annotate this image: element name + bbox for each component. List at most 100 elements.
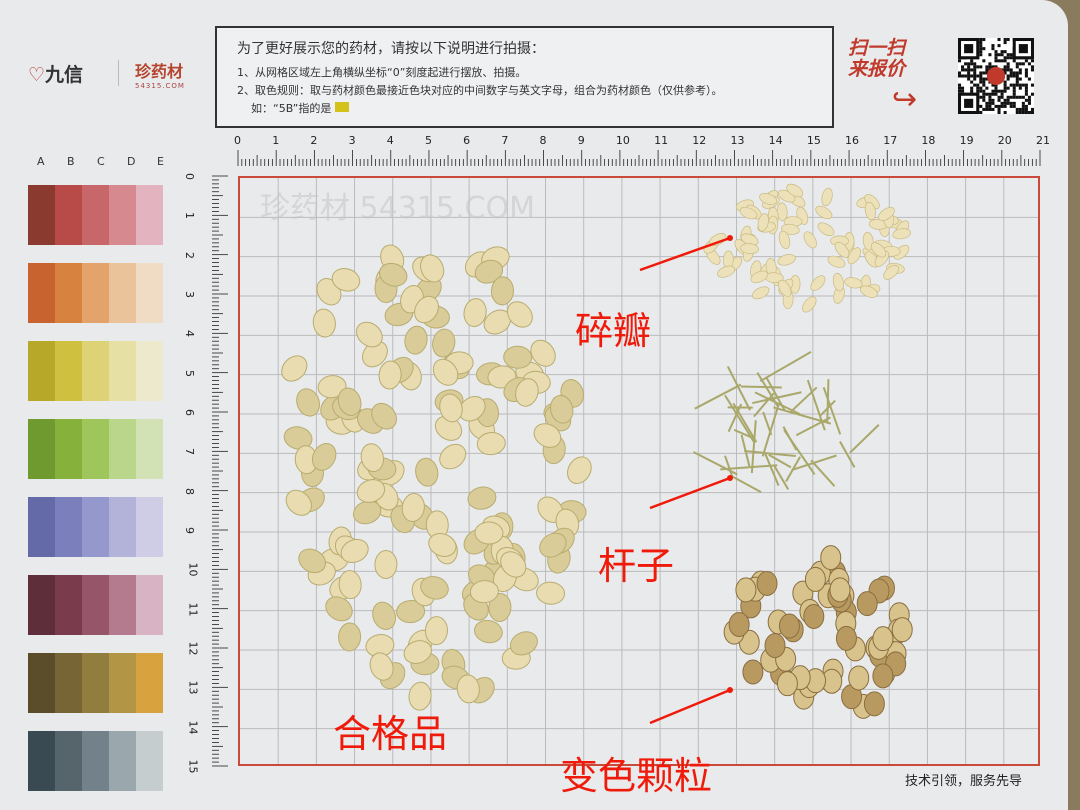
- color-swatch: [82, 653, 109, 713]
- annotation-arrow: [639, 236, 731, 272]
- broken-petal: [847, 247, 862, 265]
- stem: [756, 372, 779, 407]
- color-swatch: [55, 497, 82, 557]
- stem: [822, 387, 842, 435]
- broken-petal: [878, 207, 895, 221]
- y-ruler-label: 6: [183, 409, 196, 416]
- stem: [724, 455, 734, 478]
- color-swatch: [109, 185, 136, 245]
- jasmine-bud: [567, 456, 592, 484]
- broken-petal: [803, 231, 817, 249]
- discolored-bud: [835, 625, 857, 651]
- stem: [694, 383, 742, 410]
- color-swatch: [82, 185, 109, 245]
- broken-petal: [739, 206, 758, 220]
- broken-petal: [802, 296, 817, 313]
- jasmine-bud: [298, 548, 326, 574]
- x-ruler-label: 16: [845, 134, 860, 147]
- broken-petal: [859, 285, 878, 298]
- stem: [795, 416, 831, 437]
- color-swatch: [136, 575, 163, 635]
- color-swatch: [109, 419, 136, 479]
- jasmine-bud: [536, 581, 566, 605]
- broken-petal: [740, 243, 759, 255]
- instruction-example: 如：“5B”指的是: [251, 100, 349, 116]
- broken-petal: [750, 270, 769, 284]
- discolored-bud: [778, 613, 800, 639]
- x-ruler-label: 2: [310, 134, 318, 147]
- jasmine-bud: [539, 532, 567, 558]
- jasmine-bud: [352, 500, 382, 525]
- discolored-bud: [803, 603, 825, 629]
- discolored-bud: [742, 659, 764, 685]
- jasmine-bud: [408, 681, 432, 711]
- color-swatch: [109, 731, 136, 791]
- broken-petal: [862, 231, 874, 251]
- y-ruler-label: 2: [183, 251, 196, 259]
- stem: [731, 475, 762, 494]
- stem: [839, 441, 856, 468]
- broken-petal: [752, 286, 770, 300]
- x-ruler-label: 15: [806, 134, 821, 147]
- color-swatch: [109, 341, 136, 401]
- stem: [750, 420, 757, 474]
- broken-petal: [832, 272, 844, 292]
- jasmine-bud: [401, 493, 425, 522]
- jasmine-bud: [432, 328, 456, 358]
- color-swatch: [136, 263, 163, 323]
- jasmine-bud: [533, 423, 562, 448]
- jasmine-bud: [356, 321, 383, 348]
- jasmine-bud: [337, 387, 362, 416]
- jasmine-bud: [432, 358, 459, 386]
- jasmine-bud: [378, 360, 402, 390]
- stem: [789, 386, 818, 413]
- y-ruler-label: 15: [186, 759, 200, 774]
- jasmine-bud: [338, 622, 362, 652]
- jasmine-bud: [371, 402, 397, 430]
- discolored-bud: [804, 566, 826, 592]
- jasmine-bud: [396, 600, 426, 624]
- x-ruler-label: 1: [272, 134, 280, 147]
- broken-petal: [883, 264, 899, 280]
- color-swatch: [28, 575, 55, 635]
- x-ruler-label: 3: [348, 134, 356, 147]
- jasmine-bud: [458, 395, 486, 422]
- swatch-column-label: A: [37, 155, 45, 168]
- color-swatch: [82, 731, 109, 791]
- jasmine-bud: [476, 432, 506, 456]
- color-swatch: [28, 731, 55, 791]
- color-swatch: [28, 185, 55, 245]
- swatch-row: [28, 731, 163, 791]
- scan-prompt: 扫一扫 来报价: [848, 37, 906, 80]
- jasmine-bud: [474, 521, 504, 545]
- jasmine-bud: [474, 259, 504, 284]
- stem: [740, 385, 782, 389]
- jasmine-bud: [296, 388, 320, 417]
- y-ruler-label: 0: [183, 173, 196, 180]
- jasmine-bud: [506, 301, 533, 328]
- broken-petal: [759, 193, 778, 205]
- jasmine-bud: [369, 652, 394, 681]
- stem: [810, 459, 836, 487]
- swatch-row: [28, 653, 163, 713]
- jasmine-bud: [340, 538, 369, 564]
- stem: [759, 351, 812, 382]
- jasmine-bud: [515, 378, 539, 407]
- brand-logo: ♡九信: [28, 64, 84, 86]
- swatch-row: [28, 575, 163, 635]
- qr-code-icon[interactable]: [958, 38, 1034, 114]
- stem: [764, 453, 780, 486]
- jasmine-bud: [362, 340, 388, 368]
- stem: [726, 366, 751, 411]
- jasmine-bud: [456, 674, 480, 704]
- swatch-row: [28, 497, 163, 557]
- color-swatch: [136, 731, 163, 791]
- x-ruler-label: 12: [692, 134, 707, 147]
- annotation-qualified: 合格品: [333, 712, 448, 756]
- x-ruler-label: 5: [424, 134, 432, 147]
- x-ruler-label: 13: [730, 134, 745, 147]
- stem: [752, 391, 802, 405]
- jasmine-bud: [312, 308, 336, 338]
- discolored-bud: [872, 663, 894, 689]
